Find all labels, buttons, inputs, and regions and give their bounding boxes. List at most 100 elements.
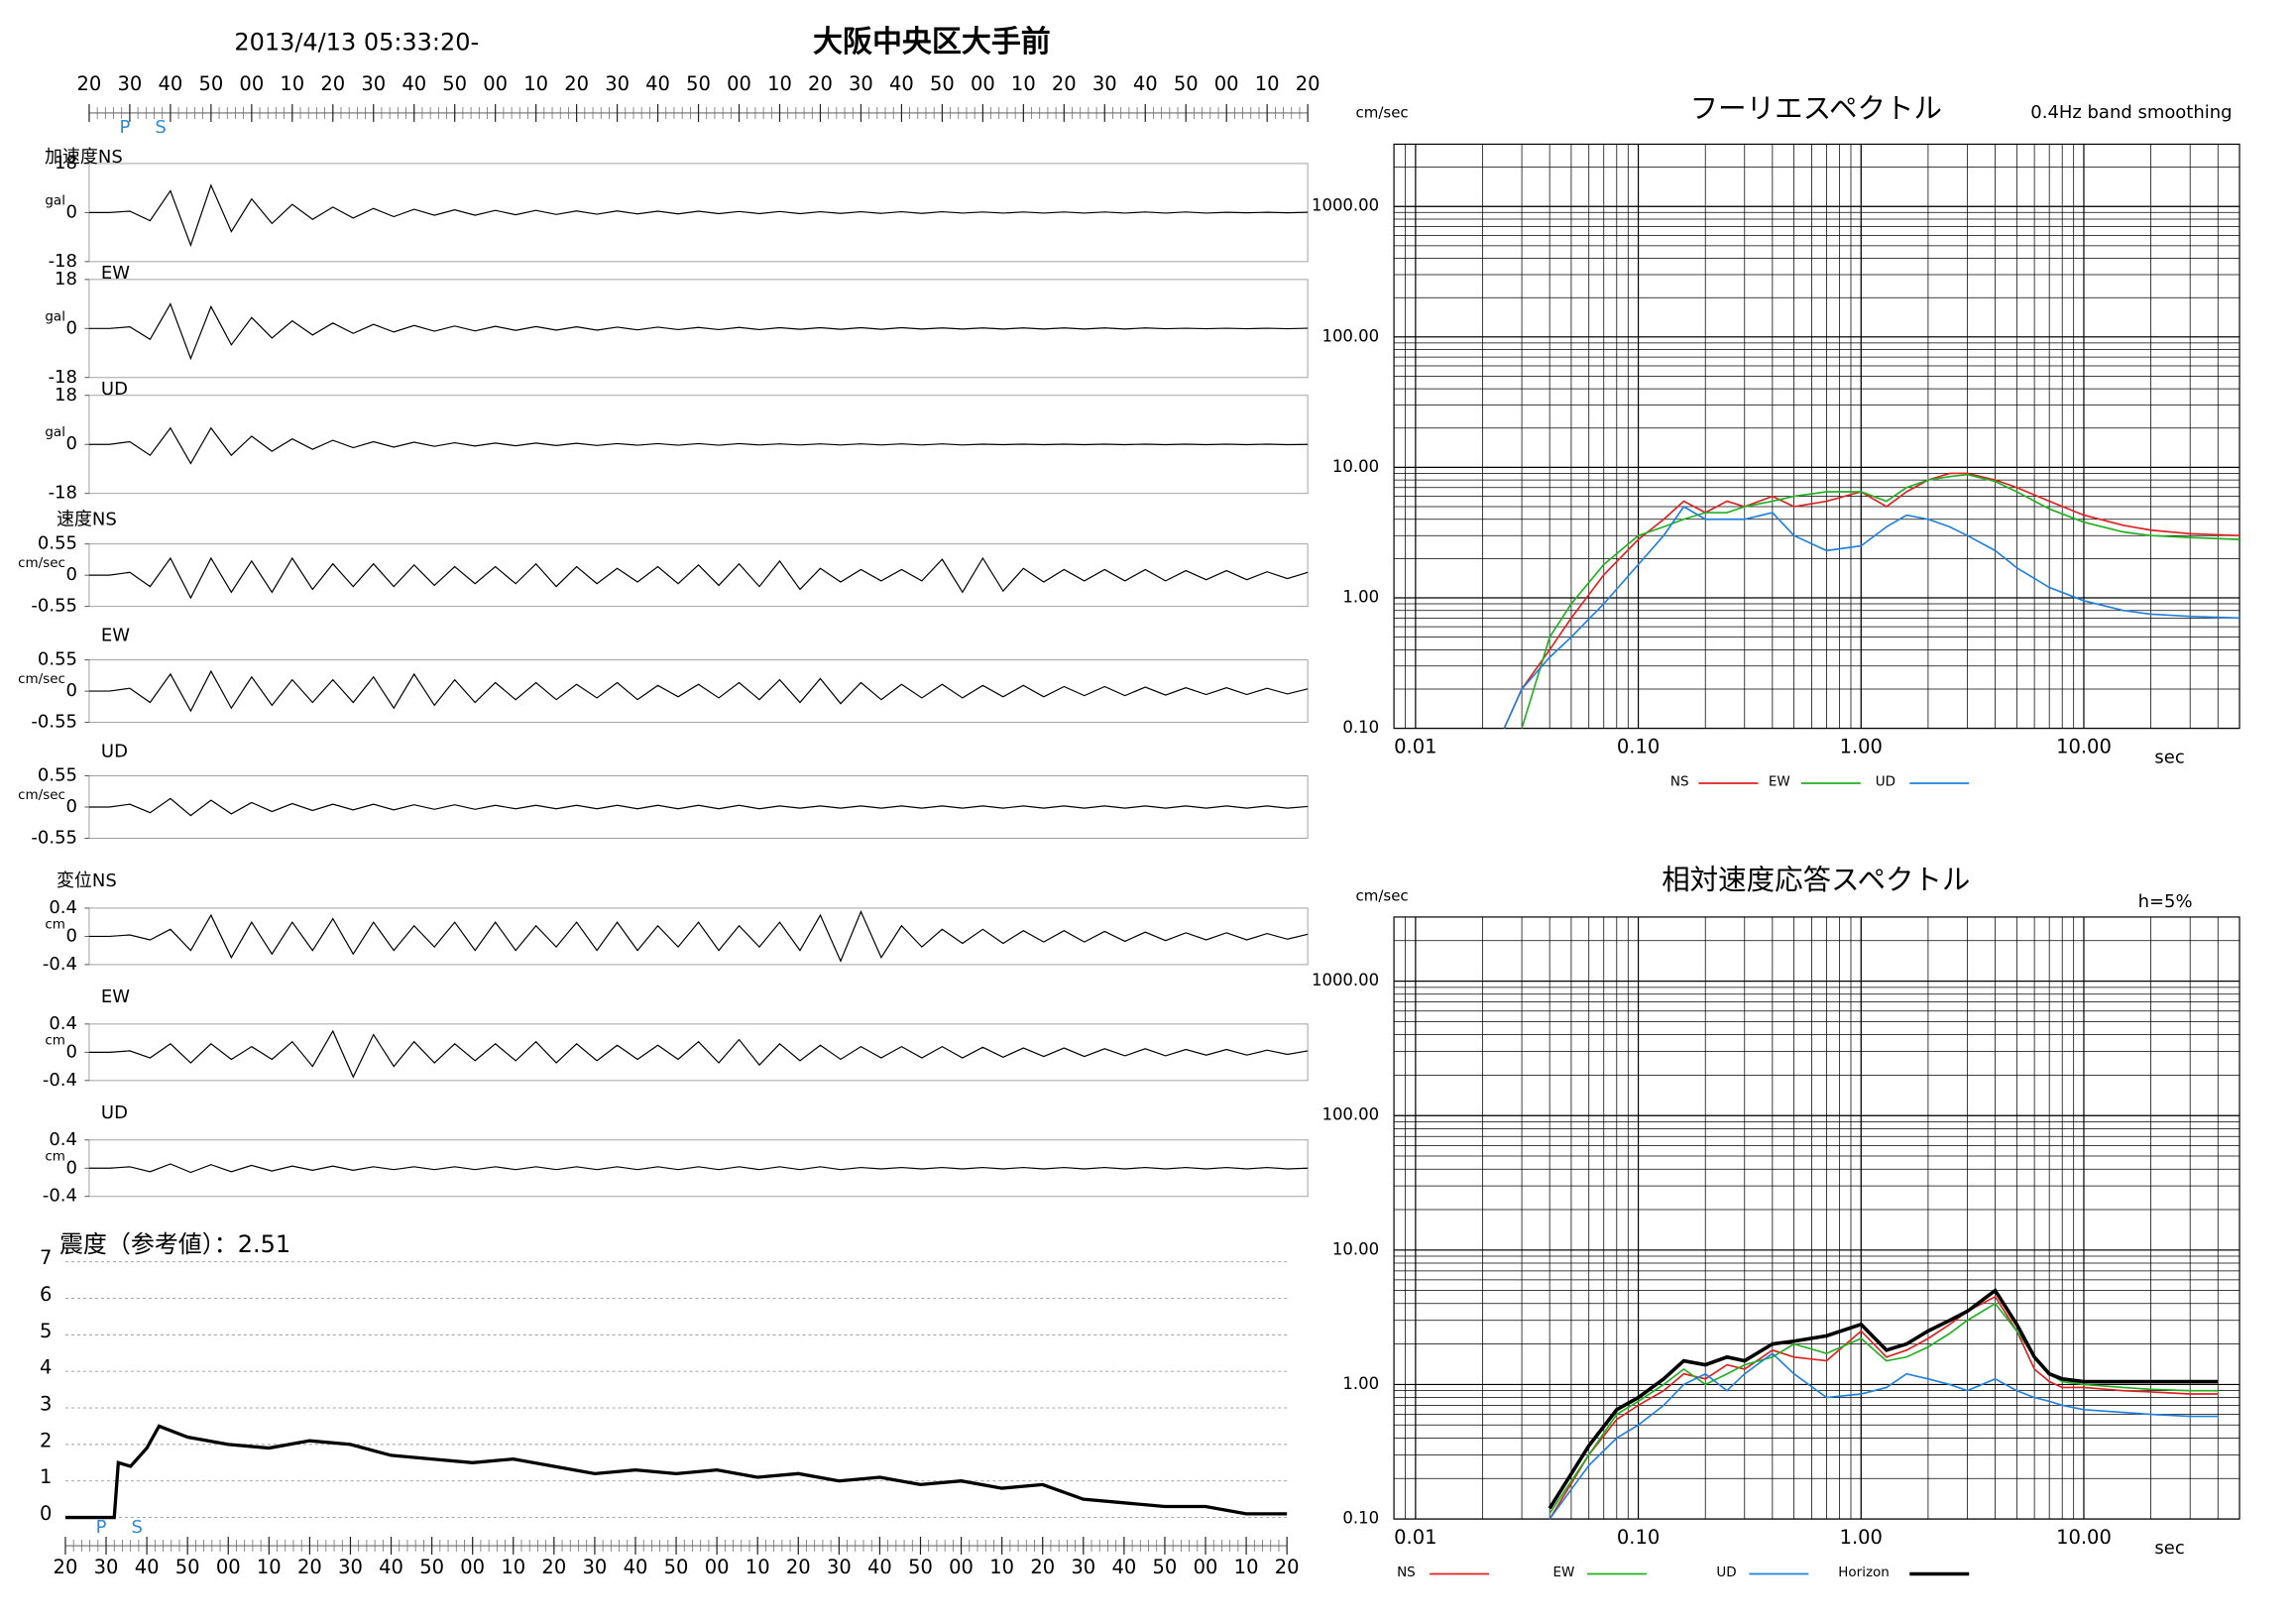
waveform-trace [88,797,1309,817]
x-tick-label: 40 [867,1556,892,1578]
waveform-trace [88,669,1309,713]
y-tick-label: 100.00 [1321,1105,1379,1124]
x-tick-label: 10 [1234,1556,1259,1578]
x-tick-label: 20 [320,72,345,95]
x-tick-label: 50 [175,1556,200,1578]
spectrum-line [1549,1302,2219,1514]
record-time: 2013/4/13 05:33:20- [234,29,479,57]
y-tick-label: 3 [40,1393,52,1416]
x-tick-label: 50 [442,72,467,95]
x-tick-label: 30 [361,72,386,95]
x-tick-label: 50 [419,1556,444,1578]
x-tick-label: 10 [257,1556,282,1578]
x-tick-label: 00 [216,1556,241,1578]
unit-label: gal [45,424,65,440]
x-tick-label: 20 [77,72,102,95]
x-tick-label: 0.10 [1617,1526,1660,1549]
panel-label: 速度NS [57,510,117,530]
waveform-trace [88,1029,1309,1079]
x-tick-label: 00 [727,72,751,95]
x-tick-label: 50 [1153,1556,1178,1578]
y-tick-label: 0 [66,201,77,222]
y-tick-label: 0 [66,433,77,454]
panel-frame [88,543,1309,608]
y-tick-label: -0.55 [31,827,76,848]
x-tick-label: 20 [564,72,589,95]
y-tick-label: 0.4 [49,1129,77,1150]
x-tick-label: 20 [1030,1556,1055,1578]
legend-label: UD [1876,774,1895,790]
x-tick-label: 20 [1052,72,1077,95]
x-tick-label: 40 [624,1556,648,1578]
x-tick-label: 00 [460,1556,485,1578]
phase-label: P [120,117,131,138]
x-tick-label: 30 [849,72,873,95]
spectrum-line [1503,472,2240,729]
panel-label: EW [101,263,130,284]
response-subtitle: h=5% [2138,891,2193,912]
x-tick-label: 10 [523,72,548,95]
x-tick-label: 10 [280,72,304,95]
y-tick-label: 0 [66,1041,77,1062]
panel-frame [88,1023,1309,1082]
legend-label: NS [1670,774,1689,790]
x-tick-label: 00 [239,72,264,95]
response-title: 相対速度応答スペクトル [1662,864,1970,896]
y-tick-label: 0.10 [1342,718,1379,737]
waveform-trace [88,302,1309,361]
legend-label: NS [1397,1565,1416,1580]
x-tick-label: 40 [135,1556,160,1578]
unit-label: cm/sec [18,787,65,803]
y-tick-label: 0.4 [49,1013,77,1034]
x-tick-label: 20 [786,1556,811,1578]
x-tick-label: 40 [402,72,426,95]
x-tick-label: 00 [949,1556,974,1578]
legend-label: UD [1716,1565,1736,1580]
y-tick-label: 2 [40,1429,52,1451]
x-axis-label: sec [2154,1538,2184,1559]
y-tick-label: -18 [49,483,77,504]
spectrum-line [1549,1352,2219,1520]
panel-label: UD [101,742,128,762]
x-tick-label: 40 [645,72,670,95]
x-tick-label: 30 [605,72,630,95]
y-tick-label: 0.4 [49,897,77,918]
x-tick-label: 40 [1111,1556,1136,1578]
x-tick-label: 50 [198,72,223,95]
y-tick-label: -0.4 [43,954,77,975]
x-tick-label: 00 [483,72,508,95]
x-tick-label: 30 [338,1556,363,1578]
x-tick-label: 50 [930,72,955,95]
x-tick-label: 10 [767,72,792,95]
panel-label: EW [101,986,130,1007]
legend-label: EW [1769,774,1790,790]
plot-frame [1393,916,2240,1520]
y-tick-label: 1.00 [1342,587,1379,606]
unit-label: cm/sec [18,555,65,571]
y-tick-label: 0 [66,680,77,701]
x-tick-label: 00 [705,1556,730,1578]
y-tick-label: 1000.00 [1312,196,1379,215]
y-tick-label: -0.4 [43,1186,77,1207]
x-tick-label: 00 [971,72,995,95]
x-tick-label: 10 [989,1556,1014,1578]
x-tick-label: 0.01 [1394,736,1436,758]
y-tick-label: -18 [49,367,77,388]
x-tick-label: 50 [908,1556,933,1578]
y-tick-label: 0.55 [38,649,77,670]
phase-label: P [96,1517,107,1538]
y-tick-label: 100.00 [1321,326,1379,345]
panel-frame [88,775,1309,839]
y-tick-label: 0 [66,1157,77,1178]
y-axis-label: cm/sec [1356,886,1409,904]
y-tick-label: 18 [55,385,77,406]
y-axis-label: cm/sec [1356,103,1409,121]
panel-frame [88,1139,1309,1198]
station-name: 大阪中央区大手前 [813,25,1051,59]
spectrum-line [1521,473,2240,729]
x-tick-label: 20 [54,1556,78,1578]
y-tick-label: 1.00 [1342,1374,1379,1393]
x-tick-label: 40 [379,1556,403,1578]
spectrum-line [1548,1288,2219,1510]
unit-label: cm [45,1032,65,1048]
